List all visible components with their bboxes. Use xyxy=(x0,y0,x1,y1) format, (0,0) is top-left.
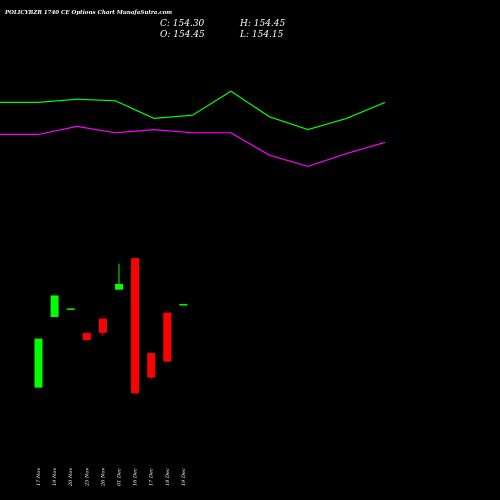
candle-body xyxy=(50,295,59,318)
candle-body xyxy=(163,312,172,362)
candle-body xyxy=(115,283,123,290)
candle-body xyxy=(131,258,140,394)
x-tick-label: 16 Dec xyxy=(133,468,139,486)
x-tick-label: 01 Dec xyxy=(117,468,123,486)
candle-6 xyxy=(115,263,123,290)
candle-body xyxy=(147,353,156,378)
candle-2 xyxy=(50,295,59,318)
candle-body xyxy=(34,338,43,388)
overlay-line-1 xyxy=(0,90,386,131)
x-tick-label: 17 Nov xyxy=(36,468,42,486)
candle-body xyxy=(82,332,91,341)
x-tick-label: 18 Dec xyxy=(165,468,171,486)
candle-1 xyxy=(34,338,43,388)
candle-7 xyxy=(131,258,140,394)
x-tick-label: 25 Nov xyxy=(84,468,90,487)
x-tick-label: 19 Dec xyxy=(181,468,187,486)
candle-body xyxy=(66,308,75,310)
x-axis-ticks: 17 Nov 19 Nov 20 Nov 25 Nov 26 Nov 01 Dec 16 D… xyxy=(36,468,187,487)
candle-body xyxy=(98,318,107,333)
candle-10 xyxy=(179,304,188,306)
low-readout: L: 154.15 xyxy=(239,30,284,40)
candle-3 xyxy=(66,308,75,310)
overlay-line-2 xyxy=(0,125,386,168)
close-readout: C: 154.30 xyxy=(160,19,205,29)
candle-4 xyxy=(82,332,91,341)
x-tick-label: 19 Nov xyxy=(52,468,58,486)
x-tick-label: 17 Dec xyxy=(149,468,155,486)
candle-9 xyxy=(163,312,172,362)
candle-body xyxy=(179,304,188,306)
candle-8 xyxy=(147,353,156,379)
high-readout: H: 154.45 xyxy=(239,19,286,29)
candle-5 xyxy=(98,318,107,336)
x-tick-label: 20 Nov xyxy=(68,468,74,487)
open-readout: O: 154.45 xyxy=(160,30,205,40)
overlay-lines xyxy=(0,90,386,168)
candles xyxy=(34,258,188,394)
chart-title: POLICYBZR 1740 CE Options Chart MunafaSu… xyxy=(4,10,172,16)
x-tick-label: 26 Nov xyxy=(100,468,106,487)
